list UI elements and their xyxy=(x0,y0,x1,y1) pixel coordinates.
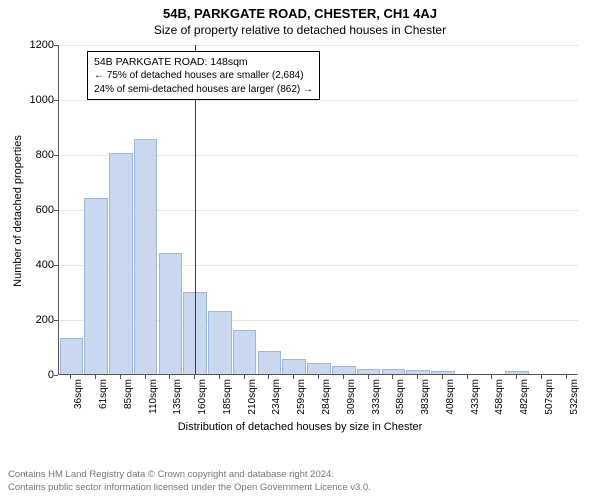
plot-area: 54B PARKGATE ROAD: 148sqm ← 75% of detac… xyxy=(58,45,578,375)
bar xyxy=(282,359,306,374)
bar xyxy=(307,363,331,374)
xtick-label: 458sqm xyxy=(494,379,505,429)
ytick-mark xyxy=(54,45,58,46)
xtick-mark xyxy=(368,375,369,379)
xtick-label: 85sqm xyxy=(123,379,134,429)
ytick-mark xyxy=(54,155,58,156)
xtick-label: 61sqm xyxy=(98,379,109,429)
xtick-label: 433sqm xyxy=(470,379,481,429)
footer-line-1: Contains HM Land Registry data © Crown c… xyxy=(8,469,371,481)
xtick-label: 135sqm xyxy=(172,379,183,429)
bar xyxy=(258,351,282,374)
bar xyxy=(431,371,455,374)
annotation-box: 54B PARKGATE ROAD: 148sqm ← 75% of detac… xyxy=(87,51,320,100)
xtick-label: 482sqm xyxy=(519,379,530,429)
xtick-label: 36sqm xyxy=(73,379,84,429)
xtick-label: 333sqm xyxy=(371,379,382,429)
xtick-mark xyxy=(417,375,418,379)
bar xyxy=(134,139,158,374)
xtick-label: 234sqm xyxy=(271,379,282,429)
xtick-mark xyxy=(194,375,195,379)
xtick-mark xyxy=(95,375,96,379)
xtick-mark xyxy=(566,375,567,379)
annotation-line-2: ← 75% of detached houses are smaller (2,… xyxy=(94,69,313,83)
ytick-label: 1200 xyxy=(14,39,54,51)
footer-line-2: Contains public sector information licen… xyxy=(8,482,371,494)
annotation-line-1: 54B PARKGATE ROAD: 148sqm xyxy=(94,55,313,69)
ytick-label: 600 xyxy=(14,204,54,216)
ytick-label: 400 xyxy=(14,259,54,271)
xtick-label: 408sqm xyxy=(445,379,456,429)
xtick-mark xyxy=(467,375,468,379)
bar xyxy=(208,311,232,374)
ytick-mark xyxy=(54,210,58,211)
xtick-mark xyxy=(442,375,443,379)
page-subtitle: Size of property relative to detached ho… xyxy=(0,21,600,41)
xtick-mark xyxy=(541,375,542,379)
xtick-mark xyxy=(145,375,146,379)
xtick-mark xyxy=(516,375,517,379)
xtick-label: 309sqm xyxy=(346,379,357,429)
bar xyxy=(84,198,108,374)
page-title: 54B, PARKGATE ROAD, CHESTER, CH1 4AJ xyxy=(0,0,600,21)
xtick-label: 532sqm xyxy=(569,379,580,429)
xtick-label: 110sqm xyxy=(148,379,159,429)
xtick-mark xyxy=(120,375,121,379)
bar xyxy=(332,366,356,374)
annotation-line-3: 24% of semi-detached houses are larger (… xyxy=(94,83,313,97)
xtick-mark xyxy=(318,375,319,379)
xtick-mark xyxy=(293,375,294,379)
ytick-mark xyxy=(54,320,58,321)
ytick-label: 1000 xyxy=(14,94,54,106)
ytick-label: 200 xyxy=(14,314,54,326)
xtick-mark xyxy=(491,375,492,379)
bar xyxy=(357,369,381,375)
xtick-mark xyxy=(268,375,269,379)
bar xyxy=(505,371,529,374)
xtick-mark xyxy=(343,375,344,379)
ytick-mark xyxy=(54,375,58,376)
xtick-label: 160sqm xyxy=(197,379,208,429)
ytick-mark xyxy=(54,265,58,266)
xtick-label: 507sqm xyxy=(544,379,555,429)
ytick-mark xyxy=(54,100,58,101)
xtick-mark xyxy=(219,375,220,379)
gridline xyxy=(59,45,578,46)
bar xyxy=(233,330,257,374)
chart-container: Number of detached properties 54B PARKGA… xyxy=(10,41,590,436)
bar xyxy=(406,370,430,374)
ytick-label: 800 xyxy=(14,149,54,161)
xtick-label: 210sqm xyxy=(247,379,258,429)
xtick-mark xyxy=(169,375,170,379)
xtick-label: 358sqm xyxy=(395,379,406,429)
xtick-label: 259sqm xyxy=(296,379,307,429)
xtick-label: 284sqm xyxy=(321,379,332,429)
bar xyxy=(109,153,133,374)
xtick-mark xyxy=(392,375,393,379)
xtick-label: 383sqm xyxy=(420,379,431,429)
ytick-label: 0 xyxy=(14,369,54,381)
xtick-label: 185sqm xyxy=(222,379,233,429)
bar xyxy=(382,369,406,374)
footer: Contains HM Land Registry data © Crown c… xyxy=(8,469,371,494)
xtick-mark xyxy=(244,375,245,379)
bar xyxy=(60,338,84,374)
bar xyxy=(159,253,183,374)
xtick-mark xyxy=(70,375,71,379)
